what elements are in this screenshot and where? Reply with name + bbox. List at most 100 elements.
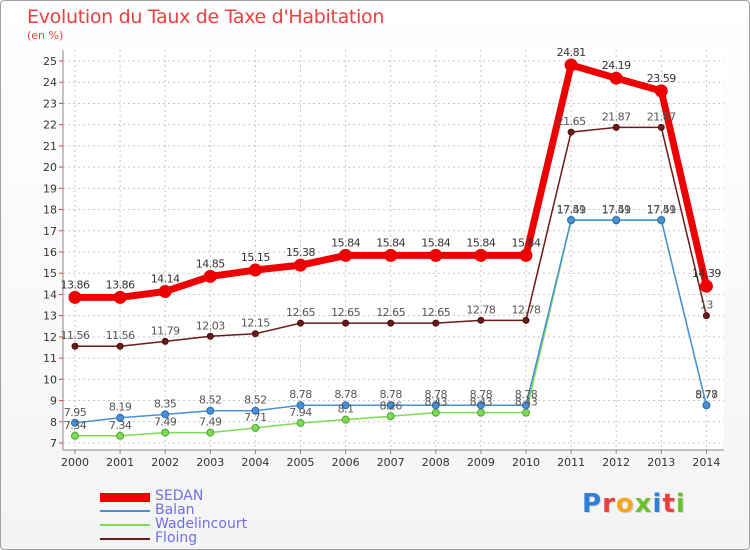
x-tick-label: 2001 — [106, 456, 134, 469]
data-point-floing — [116, 342, 124, 350]
data-point-wadelincourt — [206, 428, 215, 437]
data-label-wadelincourt: 7.34 — [109, 419, 132, 432]
y-tick-label: 17 — [43, 225, 57, 238]
data-point-wadelincourt — [161, 428, 170, 437]
data-point-sedan — [429, 248, 443, 262]
x-tick-label: 2009 — [467, 456, 495, 469]
chart-unit-label: (en %) — [27, 29, 64, 42]
x-tick-label: 2011 — [557, 456, 585, 469]
data-label-balan: 8.19 — [109, 401, 132, 414]
y-tick-label: 8 — [50, 416, 57, 429]
data-label-balan: 8.78 — [289, 388, 312, 401]
data-point-balan — [567, 215, 576, 224]
legend-swatch — [100, 510, 150, 512]
data-point-sedan — [158, 284, 172, 298]
data-point-floing — [297, 319, 304, 327]
logo-letter: t — [662, 489, 676, 519]
data-point-sedan — [519, 248, 533, 262]
x-tick-label: 2006 — [332, 456, 360, 469]
data-label-floing: 21.87 — [647, 110, 676, 123]
data-label-sedan: 24.81 — [557, 46, 586, 59]
data-label-floing: 12.78 — [466, 303, 495, 316]
data-point-balan — [161, 410, 170, 419]
data-label-floing: 12.03 — [196, 319, 225, 332]
legend-item-floing: Floing — [100, 530, 300, 546]
data-point-balan — [251, 406, 260, 415]
data-label-balan: 17.51 — [647, 203, 676, 216]
legend-label: SEDAN — [155, 488, 204, 504]
data-point-wadelincourt — [476, 408, 485, 417]
data-point-floing — [432, 319, 440, 327]
data-point-floing — [71, 342, 79, 350]
data-label-floing: 11.56 — [106, 329, 135, 342]
data-label-wadelincourt: 8.77 — [695, 388, 718, 401]
data-point-wadelincourt — [251, 423, 260, 432]
y-tick-label: 25 — [43, 55, 57, 68]
data-label-wadelincourt: 8.1 — [338, 403, 354, 416]
data-label-balan: 8.78 — [470, 388, 493, 401]
data-point-balan — [296, 401, 305, 410]
data-label-sedan: 13.86 — [61, 278, 90, 291]
data-point-wadelincourt — [71, 431, 79, 440]
data-point-sedan — [564, 58, 578, 72]
data-label-floing: 12.65 — [376, 306, 405, 319]
data-label-floing: 11.56 — [61, 329, 90, 342]
data-point-sedan — [339, 248, 353, 262]
data-label-sedan: 13.86 — [106, 278, 135, 291]
data-point-floing — [477, 316, 485, 324]
x-tick-label: 2012 — [602, 456, 630, 469]
data-point-sedan — [654, 84, 668, 98]
data-label-balan: 8.78 — [425, 388, 448, 401]
data-label-floing: 21.87 — [602, 110, 631, 123]
x-tick-label: 2013 — [647, 456, 675, 469]
data-point-balan — [657, 215, 666, 224]
data-point-sedan — [609, 71, 623, 85]
y-tick-label: 9 — [50, 395, 57, 408]
y-tick-label: 23 — [43, 97, 57, 110]
legend-item-sedan: SEDAN — [100, 488, 300, 504]
data-point-floing — [657, 123, 665, 131]
data-label-sedan: 14.14 — [151, 272, 180, 285]
data-point-wadelincourt — [431, 408, 440, 417]
legend-label: Floing — [155, 530, 198, 546]
y-tick-label: 21 — [43, 140, 57, 153]
data-label-sedan: 15.84 — [331, 236, 360, 249]
logo-letter: i — [675, 489, 686, 519]
logo-letter: o — [615, 489, 635, 519]
data-point-sedan — [699, 279, 713, 293]
data-point-sedan — [203, 269, 217, 283]
data-label-balan: 7.95 — [64, 406, 87, 419]
logo-letter: x — [634, 489, 653, 519]
data-point-wadelincourt — [296, 419, 305, 428]
data-point-floing — [612, 123, 620, 131]
data-label-wadelincourt: 7.34 — [64, 419, 87, 432]
data-point-floing — [161, 337, 169, 345]
data-label-wadelincourt: 8.26 — [379, 399, 402, 412]
y-tick-label: 20 — [43, 161, 57, 174]
data-point-floing — [522, 316, 530, 324]
y-tick-label: 7 — [50, 437, 57, 450]
y-tick-label: 10 — [43, 373, 57, 386]
y-tick-label: 19 — [43, 182, 57, 195]
data-label-wadelincourt: 17.49 — [557, 203, 586, 216]
data-label-floing: 12.78 — [512, 303, 541, 316]
logo-letter: r — [602, 489, 616, 519]
data-point-floing — [567, 128, 575, 136]
data-point-balan — [206, 406, 215, 415]
legend-swatch — [100, 538, 150, 540]
logo-letter: P — [582, 489, 603, 519]
data-point-balan — [612, 215, 621, 224]
legend-item-wadelincourt: Wadelincourt — [100, 516, 300, 532]
data-label-balan: 8.35 — [154, 397, 177, 410]
data-label-sedan: 14.39 — [692, 267, 721, 280]
data-point-sedan — [474, 248, 488, 262]
y-tick-label: 16 — [43, 246, 57, 259]
x-tick-label: 2007 — [377, 456, 405, 469]
data-label-sedan: 23.59 — [647, 72, 676, 85]
legend-swatch — [100, 492, 150, 502]
data-point-balan — [386, 401, 395, 410]
data-point-balan — [116, 413, 125, 422]
data-label-floing: 21.65 — [557, 115, 586, 128]
data-label-floing: 11.79 — [151, 324, 180, 337]
